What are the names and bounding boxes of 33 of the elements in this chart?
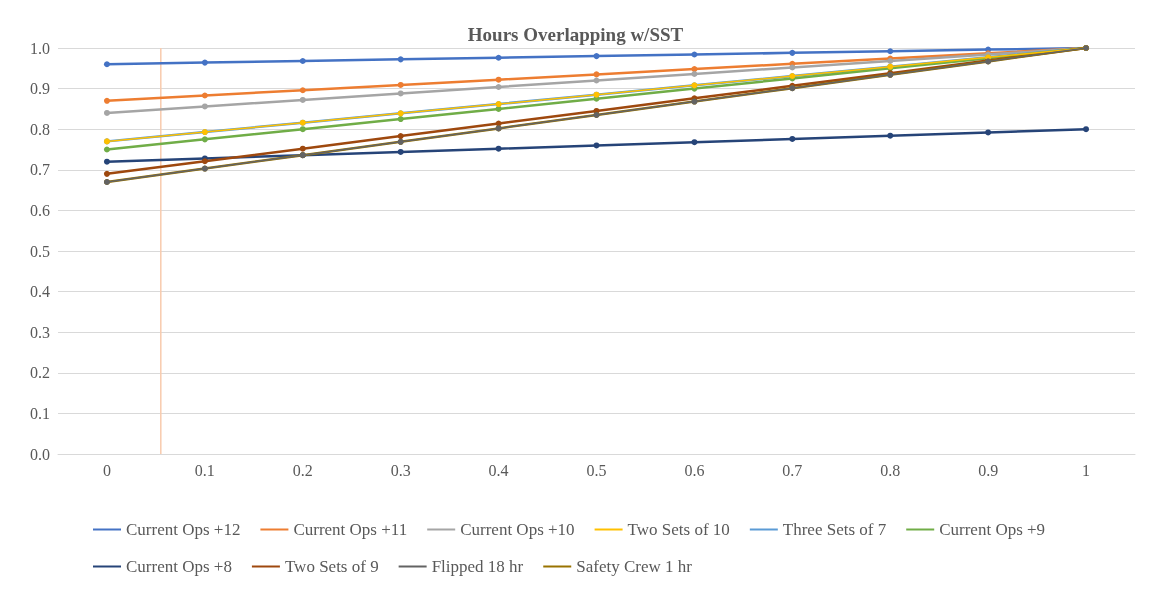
x-tick-label: 0.8 [880, 461, 901, 479]
x-tick-label: 0.4 [488, 461, 509, 479]
y-tick-label: 0.2 [30, 364, 50, 382]
x-tick-label: 0.7 [782, 461, 803, 479]
y-tick-label: 0.5 [30, 242, 50, 260]
x-tick-label: 0.3 [390, 461, 411, 479]
legend-label: Flipped 18 hr [431, 557, 524, 576]
y-tick-label: 0.9 [30, 80, 50, 98]
y-tick-label: 0.4 [30, 283, 50, 301]
chart-title: Hours Overlapping w/SST [467, 24, 684, 45]
legend-label: Current Ops +11 [293, 520, 408, 539]
y-tick-label: 0.6 [30, 201, 50, 219]
legend-label: Current Ops +12 [126, 520, 241, 539]
y-tick-label: 0.7 [30, 161, 50, 179]
y-tick-label: 0.8 [30, 120, 50, 138]
legend-label: Safety Crew 1 hr [576, 557, 693, 576]
x-tick-label: 1 [1082, 461, 1091, 479]
legend-label: Current Ops +9 [939, 520, 1046, 539]
y-tick-label: 0.0 [30, 445, 50, 463]
x-tick-label: 0.6 [684, 461, 705, 479]
legend-label: Three Sets of 7 [782, 520, 887, 539]
x-tick-label: 0.5 [586, 461, 607, 479]
y-tick-label: 0.3 [30, 323, 50, 341]
x-tick-label: 0.1 [194, 461, 215, 479]
legend-label: Two Sets of 10 [627, 520, 730, 539]
y-tick-label: 0.1 [30, 404, 50, 422]
legend-label: Current Ops +10 [460, 520, 575, 539]
y-tick-label: 1.0 [30, 39, 50, 57]
legend-label: Two Sets of 9 [284, 557, 379, 576]
x-tick-label: 0.9 [978, 461, 999, 479]
x-tick-label: 0.2 [292, 461, 313, 479]
x-tick-label: 0 [102, 461, 111, 479]
legend-label: Current Ops +8 [126, 557, 232, 576]
